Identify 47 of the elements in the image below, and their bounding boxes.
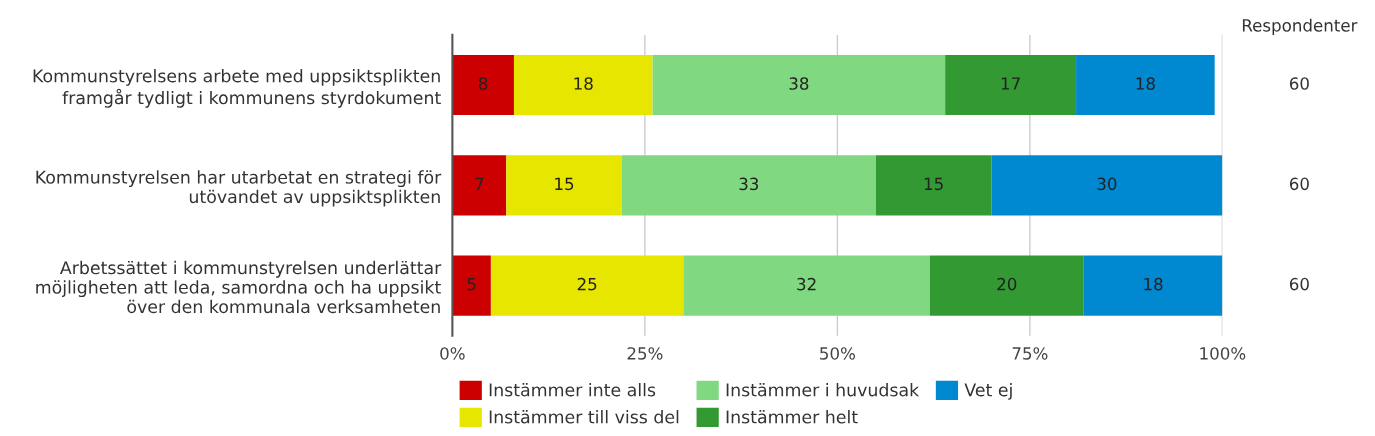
bar — [875, 155, 992, 216]
data-label: 32 — [797, 277, 816, 291]
data-label: 5 — [467, 278, 476, 291]
data-label: 25 — [577, 277, 597, 291]
legend-label: Instämmer helt — [726, 410, 858, 424]
bar — [1083, 255, 1223, 316]
bar — [506, 155, 622, 216]
text: 60 — [1289, 277, 1309, 291]
data-label: 18 — [1144, 277, 1163, 291]
data-label: 18 — [574, 77, 593, 90]
bar — [652, 54, 946, 116]
data-label: 15 — [555, 177, 574, 191]
text: 60 — [1289, 177, 1309, 191]
data-label: 30 — [1097, 177, 1117, 191]
text: Respondenter — [1242, 18, 1358, 35]
bar — [490, 255, 684, 316]
data-label: 8 — [479, 77, 488, 90]
y-tick-label: Kommunstyrelsens arbete med uppsiktsplikten framgår tydligt i kommunens styrdokument — [33, 69, 441, 108]
x-tick-label: 75% — [1012, 347, 1048, 360]
data-label: 38 — [789, 77, 809, 90]
bar — [1076, 54, 1215, 116]
bar — [452, 255, 491, 316]
legend-label: Instämmer i huvudsak — [726, 382, 920, 397]
data-label: 33 — [739, 177, 759, 191]
text: 60 — [1289, 77, 1309, 90]
x-tick-label: 0% — [440, 347, 465, 360]
bar — [621, 155, 876, 216]
x-tick-label: 50% — [820, 347, 855, 360]
bar — [683, 255, 930, 316]
data-label: 17 — [1001, 77, 1020, 90]
bar — [929, 255, 1084, 316]
legend-label: Instämmer till viss del — [489, 410, 679, 424]
data-label: 7 — [475, 177, 484, 190]
data-label: 20 — [997, 277, 1017, 291]
bar — [452, 155, 507, 216]
bar — [991, 155, 1223, 216]
data-label: 18 — [1136, 77, 1155, 90]
bar — [513, 54, 653, 116]
legend-label: Instämmer inte alls — [489, 382, 656, 397]
y-tick-label: Arbetssättet i kommunstyrelsen underlättar möjligheten att leda, samordna och ha uppsikt över den kommunala verksamheten — [36, 260, 442, 314]
bar — [452, 54, 514, 116]
y-tick-label: Kommunstyrelsen har utarbetat en strategi för utövandet av uppsiktsplikten — [36, 170, 442, 207]
data-label: 15 — [924, 177, 943, 191]
x-tick-label: 100% — [1200, 347, 1246, 360]
x-tick-label: 25% — [627, 347, 663, 360]
legend-label: Vet ej — [964, 382, 1012, 400]
bar — [945, 54, 1077, 116]
